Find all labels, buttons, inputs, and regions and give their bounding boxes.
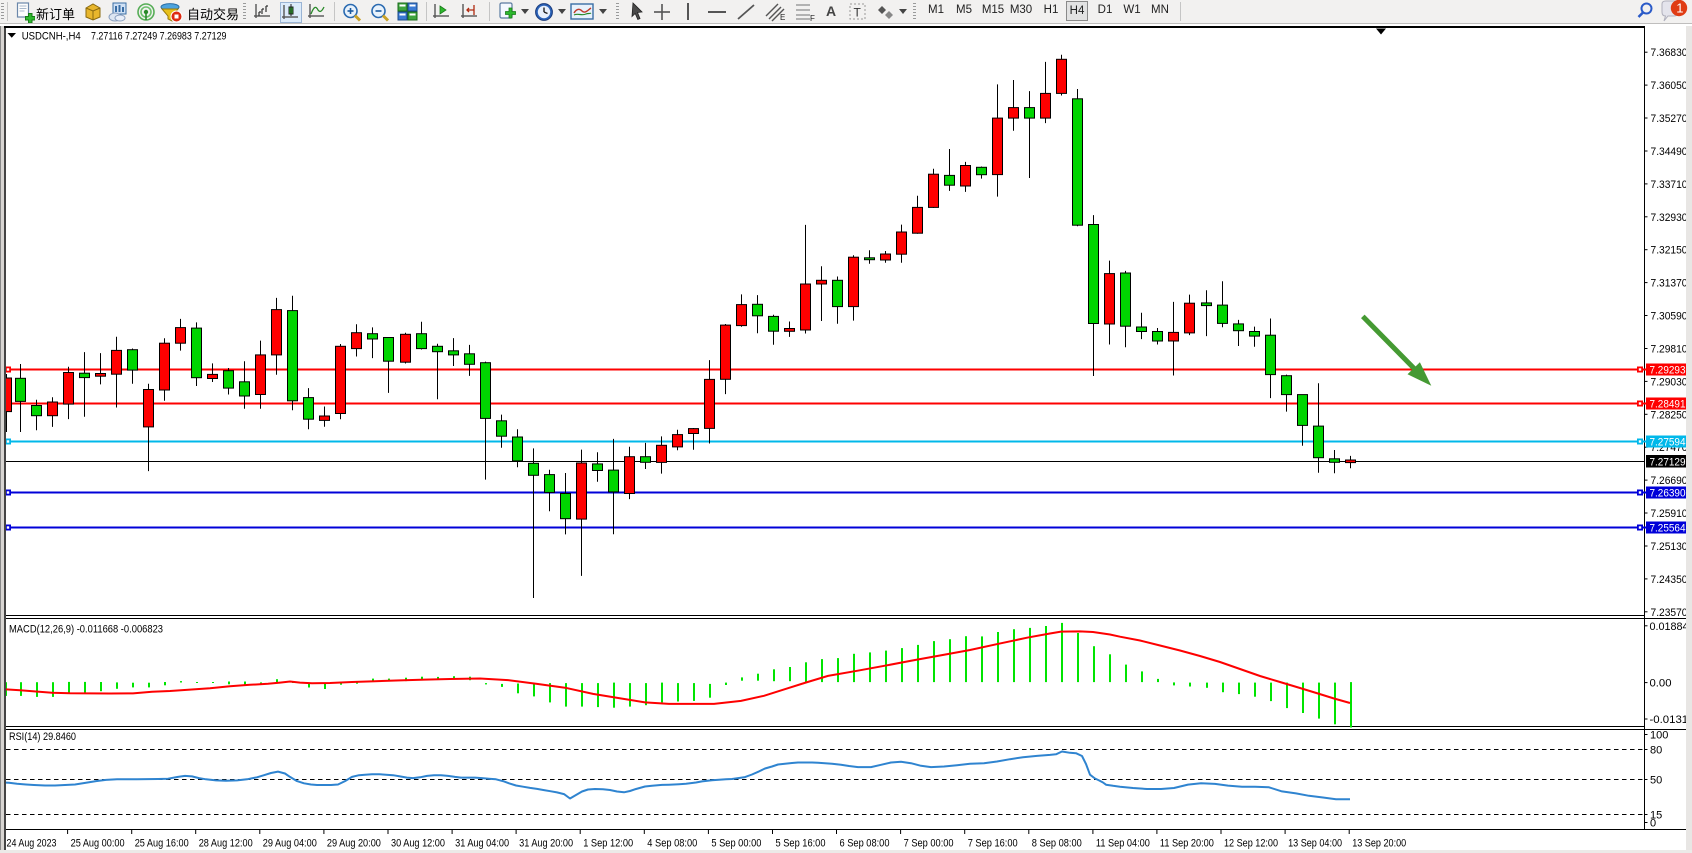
svg-text:7.25564: 7.25564 xyxy=(1650,523,1686,535)
svg-text:50: 50 xyxy=(1650,775,1662,787)
svg-text:7.26390: 7.26390 xyxy=(1650,488,1686,500)
svg-text:6 Sep 08:00: 6 Sep 08:00 xyxy=(840,838,890,850)
svg-text:7 Sep 16:00: 7 Sep 16:00 xyxy=(968,838,1018,850)
svg-text:7.31370: 7.31370 xyxy=(1651,278,1688,290)
svg-text:7.27594: 7.27594 xyxy=(1650,437,1686,449)
svg-text:7.32930: 7.32930 xyxy=(1651,212,1688,224)
svg-text:7.32150: 7.32150 xyxy=(1651,245,1688,257)
svg-text:8 Sep 08:00: 8 Sep 08:00 xyxy=(1032,838,1082,850)
svg-text:F: F xyxy=(810,14,815,22)
svg-text:7 Sep 00:00: 7 Sep 00:00 xyxy=(904,838,954,850)
svg-text:0.01884: 0.01884 xyxy=(1650,621,1689,633)
svg-text:7.29293: 7.29293 xyxy=(1650,365,1686,377)
svg-text:7.30590: 7.30590 xyxy=(1651,311,1688,323)
svg-text:31 Aug 20:00: 31 Aug 20:00 xyxy=(519,838,573,850)
svg-text:USDCNH-,H4: USDCNH-,H4 xyxy=(22,31,81,43)
svg-text:31 Aug 04:00: 31 Aug 04:00 xyxy=(455,838,509,850)
svg-text:0.00: 0.00 xyxy=(1650,678,1672,690)
svg-text:E: E xyxy=(780,13,785,22)
svg-text:24 Aug 2023: 24 Aug 2023 xyxy=(7,838,57,850)
svg-text:15: 15 xyxy=(1650,810,1662,822)
svg-text:5 Sep 16:00: 5 Sep 16:00 xyxy=(776,838,826,850)
svg-text:7.28491: 7.28491 xyxy=(1650,399,1686,411)
svg-text:RSI(14) 29.8460: RSI(14) 29.8460 xyxy=(9,731,76,743)
svg-text:5 Sep 00:00: 5 Sep 00:00 xyxy=(711,838,761,850)
svg-text:7.27129: 7.27129 xyxy=(1650,457,1686,469)
svg-text:7.28250: 7.28250 xyxy=(1651,409,1688,421)
svg-text:13 Sep 20:00: 13 Sep 20:00 xyxy=(1352,838,1406,850)
svg-text:7.29810: 7.29810 xyxy=(1651,344,1688,356)
svg-text:7.25910: 7.25910 xyxy=(1651,508,1688,520)
svg-text:28 Aug 12:00: 28 Aug 12:00 xyxy=(199,838,253,850)
svg-text:7.23570: 7.23570 xyxy=(1651,607,1688,619)
svg-text:1: 1 xyxy=(1676,1,1683,16)
svg-text:25 Aug 00:00: 25 Aug 00:00 xyxy=(71,838,125,850)
svg-text:7.25130: 7.25130 xyxy=(1651,541,1688,553)
svg-text:7.34490: 7.34490 xyxy=(1651,146,1688,158)
svg-text:29 Aug 20:00: 29 Aug 20:00 xyxy=(327,838,381,850)
svg-text:25 Aug 16:00: 25 Aug 16:00 xyxy=(135,838,189,850)
svg-text:13 Sep 04:00: 13 Sep 04:00 xyxy=(1288,838,1342,850)
svg-text:7.24350: 7.24350 xyxy=(1651,574,1688,586)
svg-text:7.36050: 7.36050 xyxy=(1651,80,1688,92)
svg-text:29 Aug 04:00: 29 Aug 04:00 xyxy=(263,838,317,850)
svg-text:7.33710: 7.33710 xyxy=(1651,179,1688,191)
svg-text:1 Sep 12:00: 1 Sep 12:00 xyxy=(583,838,633,850)
svg-text:T: T xyxy=(854,6,862,20)
svg-text:80: 80 xyxy=(1650,745,1662,757)
svg-text:11 Sep 20:00: 11 Sep 20:00 xyxy=(1160,838,1214,850)
svg-text:7.36830: 7.36830 xyxy=(1651,47,1688,59)
svg-text:-0.01312: -0.01312 xyxy=(1650,714,1692,726)
svg-text:30 Aug 12:00: 30 Aug 12:00 xyxy=(391,838,445,850)
svg-text:11 Sep 04:00: 11 Sep 04:00 xyxy=(1096,838,1150,850)
svg-text:7.27116 7.27249 7.26983 7.2712: 7.27116 7.27249 7.26983 7.27129 xyxy=(91,31,227,43)
svg-text:7.26690: 7.26690 xyxy=(1651,475,1688,487)
svg-text:7.29030: 7.29030 xyxy=(1651,376,1688,388)
svg-text:100: 100 xyxy=(1650,730,1668,742)
svg-text:0: 0 xyxy=(1650,818,1656,830)
svg-text:4 Sep 08:00: 4 Sep 08:00 xyxy=(647,838,697,850)
svg-text:MACD(12,26,9) -0.011668 -0.006: MACD(12,26,9) -0.011668 -0.006823 xyxy=(9,624,163,636)
svg-text:7.35270: 7.35270 xyxy=(1651,113,1688,125)
svg-text:12 Sep 12:00: 12 Sep 12:00 xyxy=(1224,838,1278,850)
